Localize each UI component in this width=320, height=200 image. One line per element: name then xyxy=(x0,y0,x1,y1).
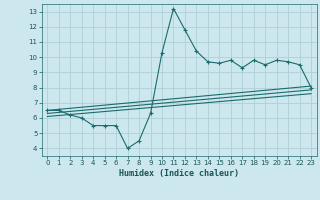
X-axis label: Humidex (Indice chaleur): Humidex (Indice chaleur) xyxy=(119,169,239,178)
